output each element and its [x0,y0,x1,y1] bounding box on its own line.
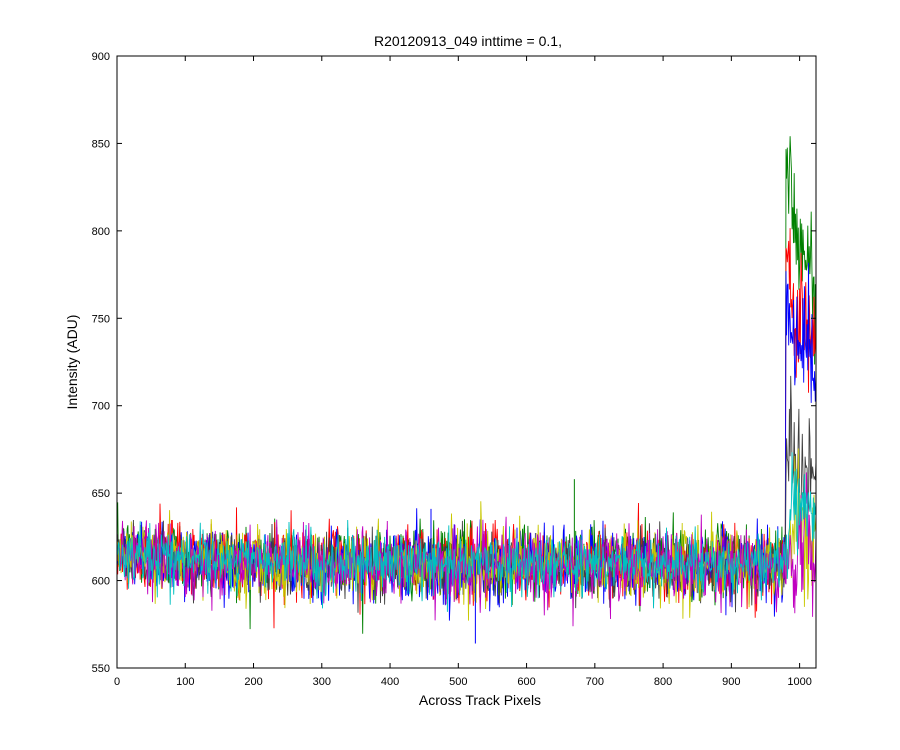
plot-lines [117,136,817,644]
x-tick-label: 0 [114,676,120,688]
plot-area-frame [116,55,817,669]
x-tick-label: 700 [586,676,604,688]
x-tick-label: 500 [449,676,467,688]
x-tick-label: 600 [517,676,535,688]
x-axis-ticks: 0 100 200 300 400 500 600 700 800 900 1000 [114,56,812,688]
series-line-5 [117,448,817,621]
x-tick-label: 900 [722,676,740,688]
y-tick-label: 650 [92,488,110,500]
y-axis-label: Intensity (ADU) [64,315,80,410]
y-tick-label: 800 [92,226,110,238]
y-tick-label: 850 [92,138,110,150]
x-axis-label: Across Track Pixels [419,692,541,708]
series-line-7 [117,452,817,612]
x-tick-label: 100 [176,676,194,688]
x-tick-label: 400 [381,676,399,688]
y-tick-label: 700 [92,401,110,413]
x-tick-label: 1000 [787,676,811,688]
chart-title: R20120913_049 inttime = 0.1, [374,33,562,49]
y-axis-ticks: 550 600 650 700 750 800 850 900 [92,51,816,675]
x-tick-label: 200 [244,676,262,688]
y-tick-label: 750 [92,313,110,325]
x-tick-label: 300 [313,676,331,688]
y-tick-label: 550 [92,663,110,675]
x-tick-label: 800 [654,676,672,688]
y-tick-label: 900 [92,51,110,63]
y-tick-label: 600 [92,576,110,588]
